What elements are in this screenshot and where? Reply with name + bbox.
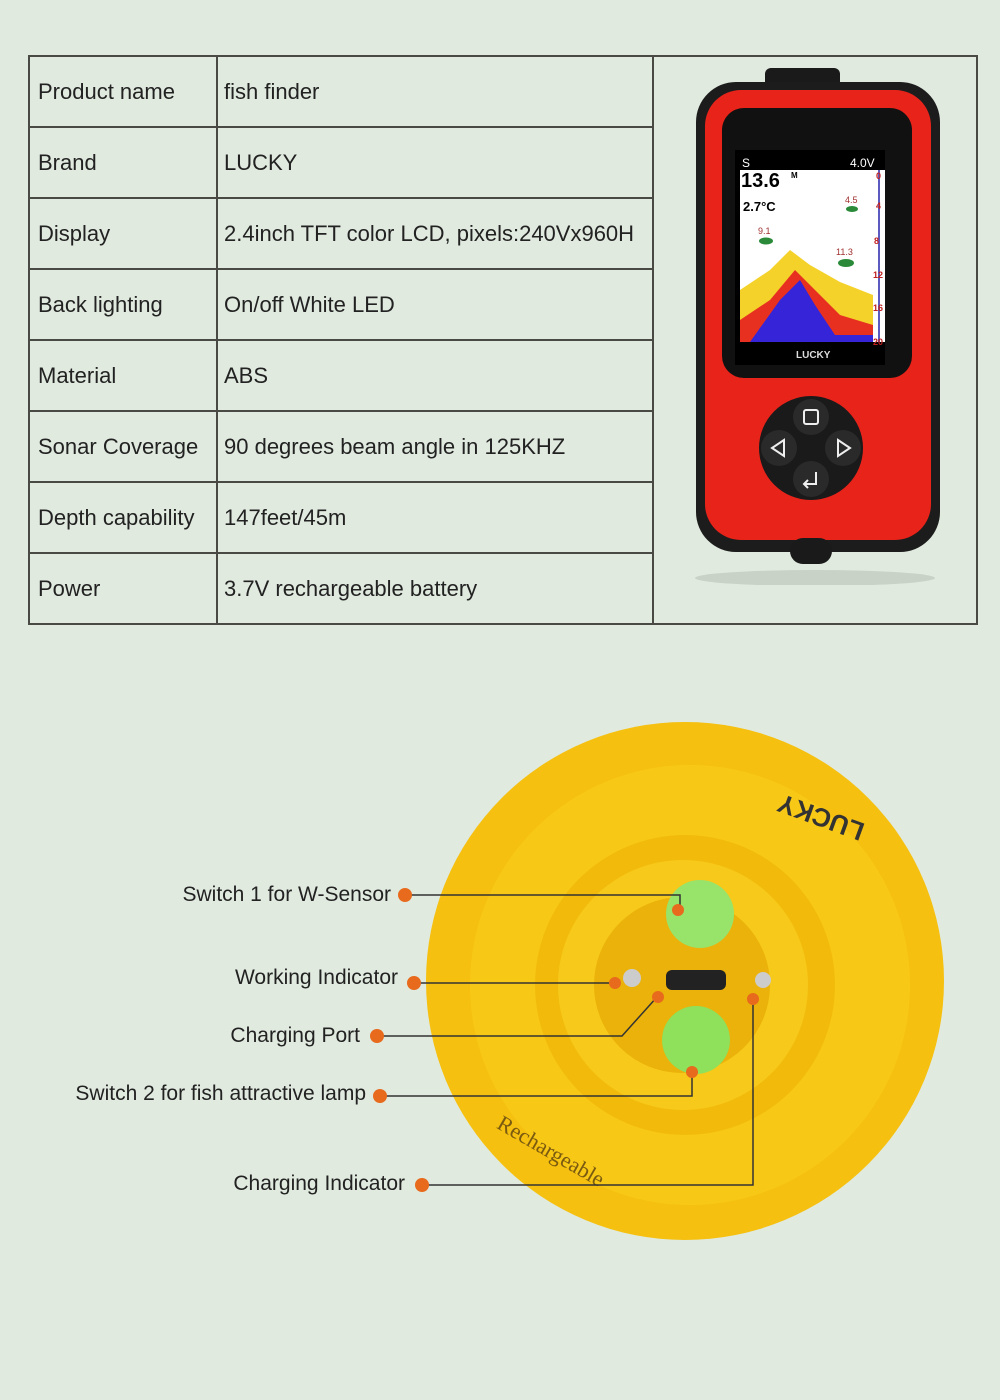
working-indicator bbox=[623, 969, 641, 987]
fish-icon bbox=[846, 206, 858, 212]
temp-readout: 2.7°C bbox=[743, 199, 776, 214]
table-row: Power 3.7V rechargeable battery bbox=[28, 552, 977, 625]
fish-icon bbox=[838, 259, 854, 267]
spec-label: Depth capability bbox=[28, 481, 218, 554]
scale-tick: 20 bbox=[873, 337, 883, 347]
scale-tick: 0 bbox=[876, 171, 881, 181]
scale-tick: 4 bbox=[876, 201, 881, 211]
switch-2-button bbox=[662, 1006, 730, 1074]
arrow-icons bbox=[770, 438, 852, 458]
table-row: Display 2.4inch TFT color LCD, pixels:240… bbox=[28, 197, 977, 270]
callout-charging-indicator: Charging Indicator bbox=[233, 1172, 405, 1195]
left-button bbox=[761, 430, 797, 466]
table-row: Brand LUCKY bbox=[28, 126, 977, 199]
sonar-sensor: LUCKY Rechargeable bbox=[370, 722, 944, 1240]
callout-switch-1: Switch 1 for W-Sensor bbox=[182, 883, 391, 906]
right-button bbox=[825, 430, 861, 466]
spec-value: 90 degrees beam angle in 125KHZ bbox=[216, 410, 654, 483]
scale-tick: 12 bbox=[873, 270, 883, 280]
spec-value: 2.4inch TFT color LCD, pixels:240Vx960H bbox=[216, 197, 654, 270]
enter-button bbox=[793, 461, 829, 497]
spec-label: Power bbox=[28, 552, 218, 625]
spec-value: ABS bbox=[216, 339, 654, 412]
table-row: Sonar Coverage 90 degrees beam angle in 1… bbox=[28, 410, 977, 483]
table-row: Back lighting On/off White LED bbox=[28, 268, 977, 341]
spec-value: LUCKY bbox=[216, 126, 654, 199]
callout-working-indicator: Working Indicator bbox=[234, 966, 398, 989]
charging-port bbox=[666, 970, 726, 990]
enter-icon bbox=[802, 472, 817, 489]
spec-value: 3.7V rechargeable battery bbox=[216, 552, 654, 625]
fish-depth: 4.5 bbox=[845, 195, 858, 205]
fish-icon bbox=[759, 237, 773, 245]
scale-tick: 8 bbox=[874, 236, 879, 246]
fish-finder-device: S 4.0V 13.6 M 2.7°C 4.5 9.1 11.3 0 4 8 1… bbox=[695, 68, 940, 585]
spec-value: fish finder bbox=[216, 55, 654, 128]
scale-tick: 16 bbox=[873, 303, 883, 313]
spec-label: Back lighting bbox=[28, 268, 218, 341]
spec-label: Product name bbox=[28, 55, 218, 128]
spec-value: 147feet/45m bbox=[216, 481, 654, 554]
device-logo: LUCKY bbox=[796, 350, 831, 361]
spec-label: Brand bbox=[28, 126, 218, 199]
svg-text:S: S bbox=[742, 156, 750, 170]
menu-icon bbox=[803, 409, 819, 425]
callout-switch-2: Switch 2 for fish attractive lamp bbox=[75, 1082, 366, 1105]
switch-1-button bbox=[666, 880, 734, 948]
table-row: Depth capability 147feet/45m bbox=[28, 481, 977, 554]
fish-depth: 9.1 bbox=[758, 226, 771, 236]
depth-unit: M bbox=[791, 171, 798, 180]
menu-button bbox=[793, 399, 829, 435]
table-row: Material ABS bbox=[28, 339, 977, 412]
depth-readout: 13.6 bbox=[741, 170, 780, 192]
charging-indicator bbox=[755, 972, 771, 988]
callout-charging-port: Charging Port bbox=[230, 1024, 360, 1047]
spec-value: On/off White LED bbox=[216, 268, 654, 341]
voltage-readout: 4.0V bbox=[850, 156, 875, 170]
spec-label: Sonar Coverage bbox=[28, 410, 218, 483]
spec-label: Display bbox=[28, 197, 218, 270]
fish-depth: 11.3 bbox=[836, 247, 853, 257]
spec-label: Material bbox=[28, 339, 218, 412]
